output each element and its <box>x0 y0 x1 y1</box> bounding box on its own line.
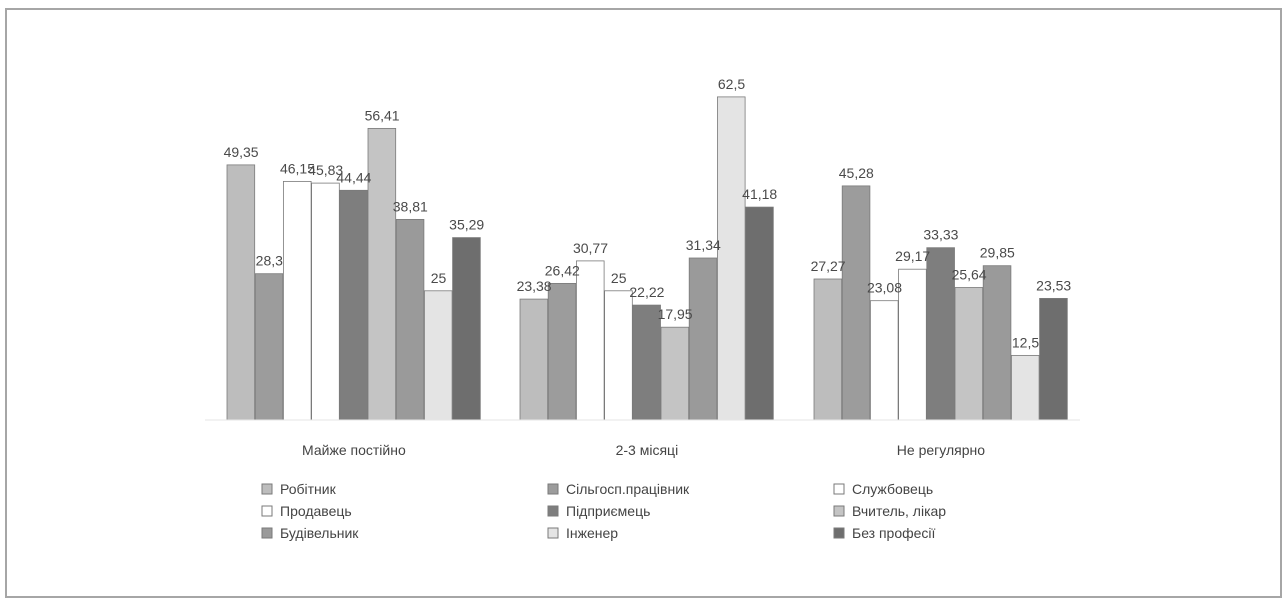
bar-3-4 <box>898 268 927 421</box>
data-label: 25,64 <box>952 267 987 283</box>
legend: Робітник Сільгосп.працівник Службовець Прод… <box>261 481 946 541</box>
bar-3-1 <box>813 278 843 421</box>
category-label: Не регулярно <box>897 442 985 458</box>
legend-swatch <box>833 527 845 539</box>
bar-2-3 <box>576 260 605 421</box>
data-label: 33,33 <box>923 227 958 243</box>
legend-label: Інженер <box>566 525 618 541</box>
data-label: 62,5 <box>718 76 745 92</box>
data-label: 45,83 <box>308 162 343 178</box>
legend-label: Сільгосп.працівник <box>566 481 690 497</box>
data-label: 46,15 <box>280 160 315 176</box>
legend-item: Сільгосп.працівник <box>547 481 690 497</box>
legend-swatch <box>261 505 273 517</box>
legend-item: Без професії <box>833 525 936 541</box>
legend-item: Службовець <box>833 481 933 497</box>
bar-3-9 <box>1039 297 1068 421</box>
legend-swatch <box>547 505 559 517</box>
bar-2-5 <box>632 304 661 421</box>
bar-1-6 <box>367 127 397 421</box>
chart-border <box>5 8 1282 598</box>
data-label: 22,22 <box>629 284 664 300</box>
legend-label: Робітник <box>280 481 337 497</box>
data-label: 12,5 <box>1012 334 1039 350</box>
bar-1-4 <box>311 182 340 421</box>
bar-2-8 <box>717 96 746 421</box>
legend-swatch <box>547 527 559 539</box>
bar-3-3 <box>870 300 899 421</box>
legend-label: Продавець <box>280 503 352 519</box>
bar-1-3 <box>282 180 312 421</box>
bar-2-4 <box>604 290 633 421</box>
bar-3-5 <box>926 247 955 421</box>
bar-3-2 <box>841 185 871 421</box>
data-label: 29,17 <box>895 248 930 264</box>
data-label: 41,18 <box>742 186 777 202</box>
legend-item: Робітник <box>261 481 337 497</box>
data-label: 31,34 <box>686 237 721 253</box>
bar-1-5 <box>339 189 368 421</box>
legend-label: Вчитель, лікар <box>852 503 946 519</box>
data-label: 29,85 <box>980 245 1015 261</box>
data-label: 44,44 <box>336 169 371 185</box>
legend-swatch <box>547 483 559 495</box>
data-label: 35,29 <box>449 217 484 233</box>
bar-3-8 <box>1011 354 1040 421</box>
data-label: 23,53 <box>1036 277 1071 293</box>
legend-item: Вчитель, лікар <box>833 503 946 519</box>
legend-label: Підприємець <box>566 503 650 519</box>
data-label: 17,95 <box>658 306 693 322</box>
data-label: 23,38 <box>517 278 552 294</box>
legend-swatch <box>833 505 845 517</box>
data-label: 30,77 <box>573 240 608 256</box>
bar-1-7 <box>395 218 425 421</box>
data-label: 27,27 <box>811 258 846 274</box>
legend-swatch <box>261 527 273 539</box>
data-label: 26,42 <box>545 262 580 278</box>
legend-label: Службовець <box>852 481 933 497</box>
data-label: 23,08 <box>867 280 902 296</box>
data-label: 49,35 <box>224 144 259 160</box>
data-label: 56,41 <box>365 107 400 123</box>
bar-3-6 <box>954 287 984 421</box>
bar-2-9 <box>745 206 774 421</box>
legend-item: Інженер <box>547 525 618 541</box>
data-label: 25 <box>611 270 627 286</box>
legend-swatch <box>833 483 845 495</box>
category-label: Майже постійно <box>302 442 406 458</box>
category-label: 2-3 місяці <box>616 442 679 458</box>
bar-2-2 <box>547 282 577 421</box>
bar-2-6 <box>660 326 690 421</box>
legend-item: Підприємець <box>547 503 650 519</box>
legend-item: Продавець <box>261 503 352 519</box>
legend-item: Будівельник <box>261 525 359 541</box>
bar-1-1 <box>226 164 256 421</box>
data-label: 28,3 <box>256 253 283 269</box>
data-label: 25 <box>431 270 447 286</box>
bar-3-7 <box>982 265 1012 421</box>
bar-1-2 <box>254 273 284 421</box>
bars-layer <box>226 96 1068 421</box>
data-label: 45,28 <box>839 165 874 181</box>
category-labels-layer: Майже постійно 2-3 місяці Не регулярно <box>302 442 985 458</box>
bar-1-9 <box>452 237 481 421</box>
bar-2-1 <box>519 298 549 421</box>
data-label: 38,81 <box>393 198 428 214</box>
legend-label: Будівельник <box>280 525 359 541</box>
bar-2-7 <box>688 257 718 421</box>
bar-1-8 <box>423 290 453 421</box>
legend-label: Без професії <box>852 525 936 541</box>
legend-swatch <box>261 483 273 495</box>
